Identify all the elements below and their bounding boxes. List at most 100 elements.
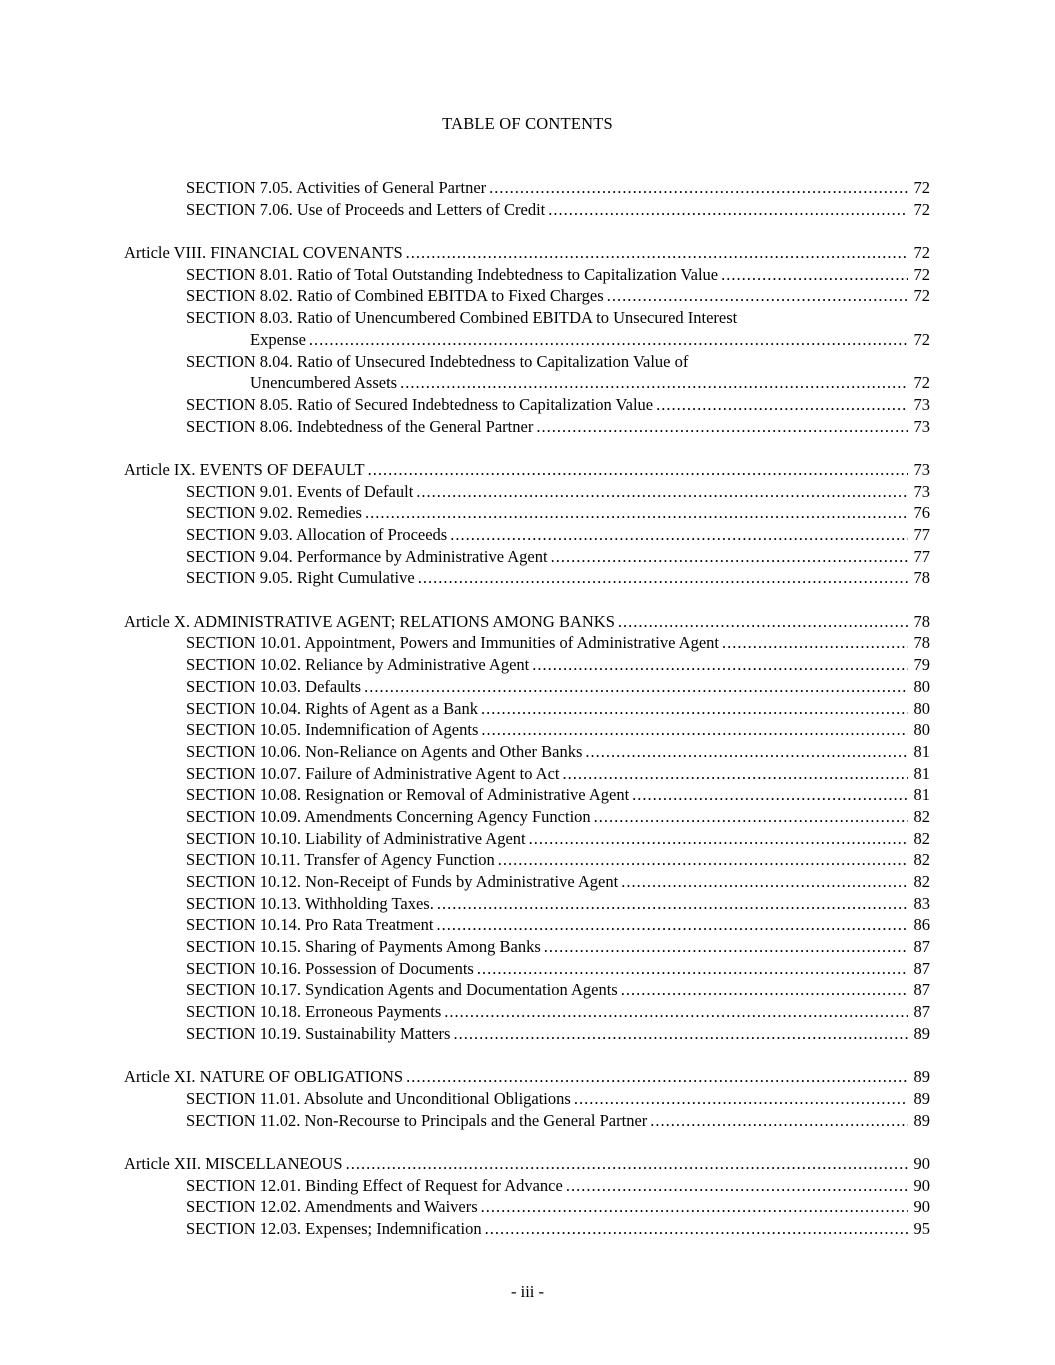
toc-entry: SECTION 8.06. Indebtedness of the Genera… [124,416,930,438]
toc-entry: SECTION 9.05. Right Cumulative 78 [124,567,930,589]
toc-page-number: 87 [913,1002,931,1022]
toc-entry-text: SECTION 10.11. Transfer of Agency Functi… [186,850,495,870]
toc-entry-text: SECTION 10.05. Indemnification of Agents [186,720,479,740]
toc-dot-leader [481,719,907,741]
toc-page-number: 82 [913,828,931,848]
toc-entry-text: SECTION 8.04. Ratio of Unsecured Indebte… [186,351,689,371]
toc-entry-text: SECTION 10.10. Liability of Administrati… [186,828,526,848]
toc-entry: SECTION 8.03. Ratio of Unencumbered Comb… [124,307,930,329]
toc-entry-text: SECTION 8.01. Ratio of Total Outstanding… [186,264,719,284]
toc-dot-leader [309,329,908,351]
toc-page-number: 72 [913,329,931,349]
toc-entry-text: SECTION 10.19. Sustainability Matters [186,1023,451,1043]
toc-dot-leader [722,632,907,654]
toc-dot-leader [485,1218,908,1240]
toc-entry-text: SECTION 10.17. Syndication Agents and Do… [186,980,618,1000]
toc-entry: SECTION 10.16. Possession of Documents 87 [124,958,930,980]
toc-entry-continuation: Expense 72 [124,329,930,351]
toc-entry-text: Article XII. MISCELLANEOUS [124,1153,343,1173]
toc-gap [124,220,930,242]
toc-page-number: 87 [913,937,931,957]
toc-entry: SECTION 7.05. Activities of General Part… [124,177,930,199]
toc-entry-text: SECTION 10.02. Reliance by Administrativ… [186,655,530,675]
toc-page-number: 95 [913,1219,931,1238]
toc-dot-leader [437,914,908,936]
toc-page-number: 89 [913,1110,931,1130]
toc-dot-leader [368,459,908,481]
toc-page-number: 72 [913,373,931,393]
toc-entry-text: SECTION 12.03. Expenses; Indemnification [186,1219,482,1238]
toc-entry-text: SECTION 9.02. Remedies [186,503,362,523]
toc-page-number: 78 [913,633,931,653]
toc-dot-leader [650,1110,907,1132]
toc-page-number: 73 [913,459,931,479]
toc-page-number: 82 [913,806,931,826]
toc-page-number: 82 [913,850,931,870]
toc-entry-continuation: Unencumbered Assets 72 [124,372,930,394]
toc-entry-text: SECTION 10.04. Rights of Agent as a Bank [186,698,478,718]
toc-dot-leader [594,806,908,828]
toc-entry: SECTION 9.01. Events of Default 73 [124,481,930,503]
toc-dot-leader [656,394,907,416]
toc-entry: SECTION 11.02. Non-Recourse to Principal… [124,1110,930,1132]
toc-page-number: 80 [913,698,931,718]
toc-entry-text: SECTION 8.02. Ratio of Combined EBITDA t… [186,286,604,306]
toc-gap [124,1045,930,1067]
toc-dot-leader [607,285,908,307]
toc-page-number: 89 [913,1067,931,1087]
toc-entry: Article IX. EVENTS OF DEFAULT 73 [124,459,930,481]
toc-dot-leader [632,784,907,806]
toc-dot-leader [566,1175,908,1197]
toc-entry: SECTION 9.04. Performance by Administrat… [124,546,930,568]
toc-page-number: 78 [913,568,931,588]
toc-entry: SECTION 10.15. Sharing of Payments Among… [124,936,930,958]
toc-page-number: 76 [913,503,931,523]
toc-entry-text: SECTION 10.01. Appointment, Powers and I… [186,633,720,653]
toc-dot-leader [437,893,908,915]
toc-entry: Article VIII. FINANCIAL COVENANTS 72 [124,242,930,264]
toc-entry-text: Expense [250,329,306,349]
toc-dot-leader [551,546,908,568]
toc-entry: SECTION 10.13. Withholding Taxes. 83 [124,893,930,915]
toc-dot-leader [444,1001,907,1023]
toc-entry: Article XII. MISCELLANEOUS 90 [124,1153,930,1175]
toc-entry-text: Unencumbered Assets [250,373,398,393]
toc-entry: SECTION 12.01. Binding Effect of Request… [124,1175,930,1197]
toc-page-number: 81 [913,741,931,761]
toc-page-number: 89 [913,1023,931,1043]
toc-entry-text: SECTION 12.02. Amendments and Waivers [186,1197,478,1217]
toc-entry-text: SECTION 10.12. Non-Receipt of Funds by A… [186,872,619,891]
toc-entry-text: SECTION 10.06. Non-Reliance on Agents an… [186,741,583,761]
toc-entry: SECTION 10.19. Sustainability Matters 89 [124,1023,930,1045]
toc-dot-leader [406,1066,907,1088]
toc-entry: SECTION 10.06. Non-Reliance on Agents an… [124,741,930,763]
toc-dot-leader [529,828,908,850]
toc-page-number: 86 [913,915,931,935]
toc-entry: SECTION 8.02. Ratio of Combined EBITDA t… [124,285,930,307]
toc-entry: SECTION 10.01. Appointment, Powers and I… [124,632,930,654]
toc-page-number: 73 [913,416,931,436]
toc-entry: SECTION 8.01. Ratio of Total Outstanding… [124,264,930,286]
toc-entry-text: Article XI. NATURE OF OBLIGATIONS [124,1067,404,1087]
toc-page-number: 78 [913,611,931,631]
toc-entry-text: SECTION 10.08. Resignation or Removal of… [186,785,630,805]
toc-dot-leader [481,698,908,720]
toc-page-number: 87 [913,958,931,978]
toc-entry: SECTION 10.10. Liability of Administrati… [124,828,930,850]
toc-gap [124,437,930,459]
toc-page-number: 82 [913,872,931,891]
toc-entry: SECTION 10.08. Resignation or Removal of… [124,784,930,806]
toc-entry: SECTION 12.03. Expenses; Indemnification… [124,1218,930,1240]
toc-entry-text: SECTION 11.02. Non-Recourse to Principal… [186,1110,648,1130]
toc-page-number: 89 [913,1088,931,1108]
toc-entry: SECTION 10.07. Failure of Administrative… [124,763,930,785]
toc-entry-text: SECTION 9.01. Events of Default [186,481,414,501]
toc-dot-leader [489,177,907,199]
toc-entry: SECTION 7.06. Use of Proceeds and Letter… [124,199,930,221]
toc-page-number: 79 [913,655,931,675]
toc-dot-leader [621,979,908,1001]
toc-dot-leader [621,871,907,893]
toc-entry-text: SECTION 12.01. Binding Effect of Request… [186,1175,563,1195]
toc-entry-text: Article VIII. FINANCIAL COVENANTS [124,243,403,263]
toc-entry-text: SECTION 10.16. Possession of Documents [186,958,474,978]
